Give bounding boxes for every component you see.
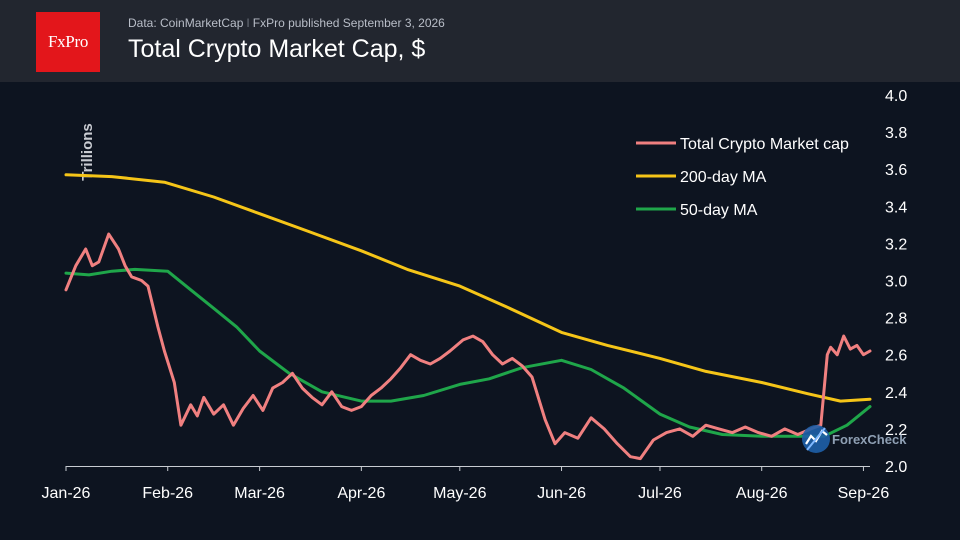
legend: Total Crypto Market cap 200-day MA 50-day … xyxy=(636,136,849,219)
legend-entry: 50-day MA xyxy=(680,202,758,219)
legend-entry: 200-day MA xyxy=(680,169,767,186)
series-line-0 xyxy=(64,232,872,461)
y-tick-label: 2.0 xyxy=(885,459,907,476)
y-tick-label: 2.8 xyxy=(885,311,907,328)
watermark-text: ForexCheck xyxy=(832,432,907,447)
source-data: Data: CoinMarketCap xyxy=(128,16,244,30)
y-tick-label: 2.2 xyxy=(885,422,907,439)
series-line-1 xyxy=(64,173,872,403)
watermark: ForexCheck xyxy=(802,425,907,453)
source-published: FxPro published September 3, 2026 xyxy=(252,16,445,30)
header-bar: FxPro Data: CoinMarketCap I FxPro publishe… xyxy=(0,0,960,82)
fxpro-logo: FxPro xyxy=(36,12,100,72)
y-tick-label: 3.4 xyxy=(885,199,907,216)
source-separator: I xyxy=(246,16,250,30)
x-axis: Jan-26 Feb-26 Mar-26 Apr-26 May-26 Jun-26 Jul-… xyxy=(42,466,890,502)
x-tick-label: Sep-26 xyxy=(838,485,890,502)
y-tick-label: 4.0 xyxy=(885,88,907,105)
chart-title: Total Crypto Market Cap, $ xyxy=(128,35,426,63)
x-tick-label: Jul-26 xyxy=(638,485,682,502)
x-tick-label: Mar-26 xyxy=(234,485,285,502)
x-tick-label: May-26 xyxy=(433,485,486,502)
series-line-2 xyxy=(64,267,872,438)
y-tick-label: 2.6 xyxy=(885,348,907,365)
series-lines xyxy=(64,173,872,461)
y-tick-label: 3.8 xyxy=(885,125,907,142)
x-tick-label: Aug-26 xyxy=(736,485,788,502)
x-tick-label: Jun-26 xyxy=(537,485,586,502)
x-tick-label: Jan-26 xyxy=(42,485,91,502)
y-tick-label: 3.0 xyxy=(885,274,907,291)
forexcheck-logo-icon xyxy=(802,425,830,453)
y-tick-label: 2.4 xyxy=(885,385,907,402)
y-axis-label: Trillions xyxy=(79,123,96,181)
x-tick-label: Apr-26 xyxy=(337,485,385,502)
x-tick-label: Feb-26 xyxy=(142,485,193,502)
y-axis: 4.0 3.8 3.6 3.4 3.2 3.0 2.8 2.6 2.4 2.2 2.0 xyxy=(885,88,907,476)
legend-entry: Total Crypto Market cap xyxy=(680,136,849,153)
source-line: Data: CoinMarketCap I FxPro published Sept… xyxy=(128,16,445,30)
y-tick-label: 3.2 xyxy=(885,236,907,253)
y-tick-label: 3.6 xyxy=(885,162,907,179)
line-chart: 4.0 3.8 3.6 3.4 3.2 3.0 2.8 2.6 2.4 2.2 2.0 Jan-26… xyxy=(42,88,908,502)
